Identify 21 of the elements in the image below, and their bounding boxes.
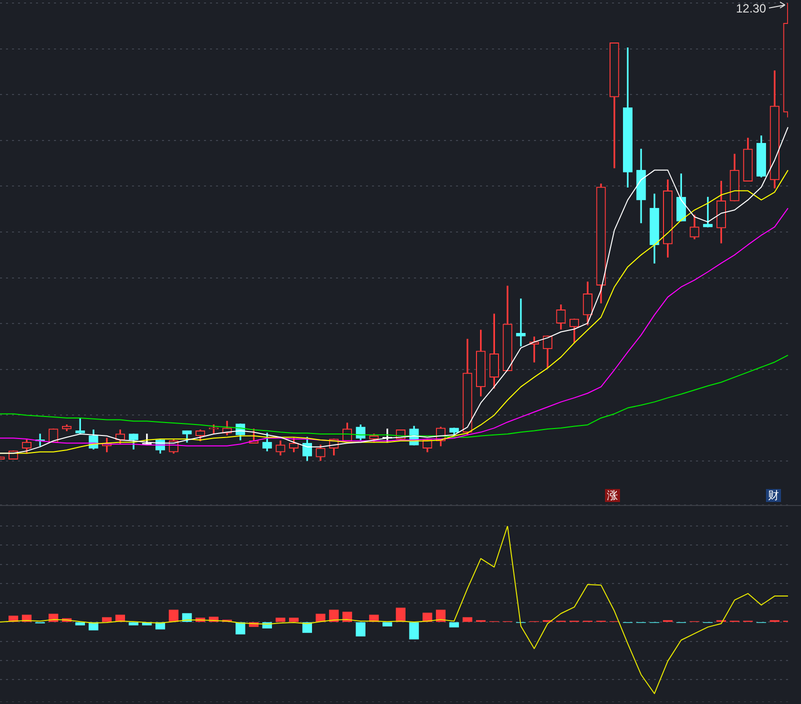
bar: [289, 618, 299, 622]
bar: [302, 622, 312, 633]
bar: [168, 610, 178, 622]
bar: [449, 622, 459, 628]
bar: [316, 614, 326, 622]
bar: [75, 622, 85, 626]
annotation: 12.30: [736, 1, 766, 16]
bar: [396, 608, 406, 622]
text: 财: [766, 489, 781, 502]
bar: [436, 610, 446, 622]
bar: [462, 617, 472, 622]
bar: [356, 622, 366, 636]
bar: [276, 618, 286, 622]
bar: [409, 622, 419, 640]
bar: [342, 612, 352, 622]
bar: [382, 622, 392, 626]
bar: [102, 617, 112, 622]
bar: [236, 622, 246, 634]
bar: [128, 622, 138, 626]
text: 涨: [605, 489, 620, 502]
bar: [329, 610, 339, 622]
